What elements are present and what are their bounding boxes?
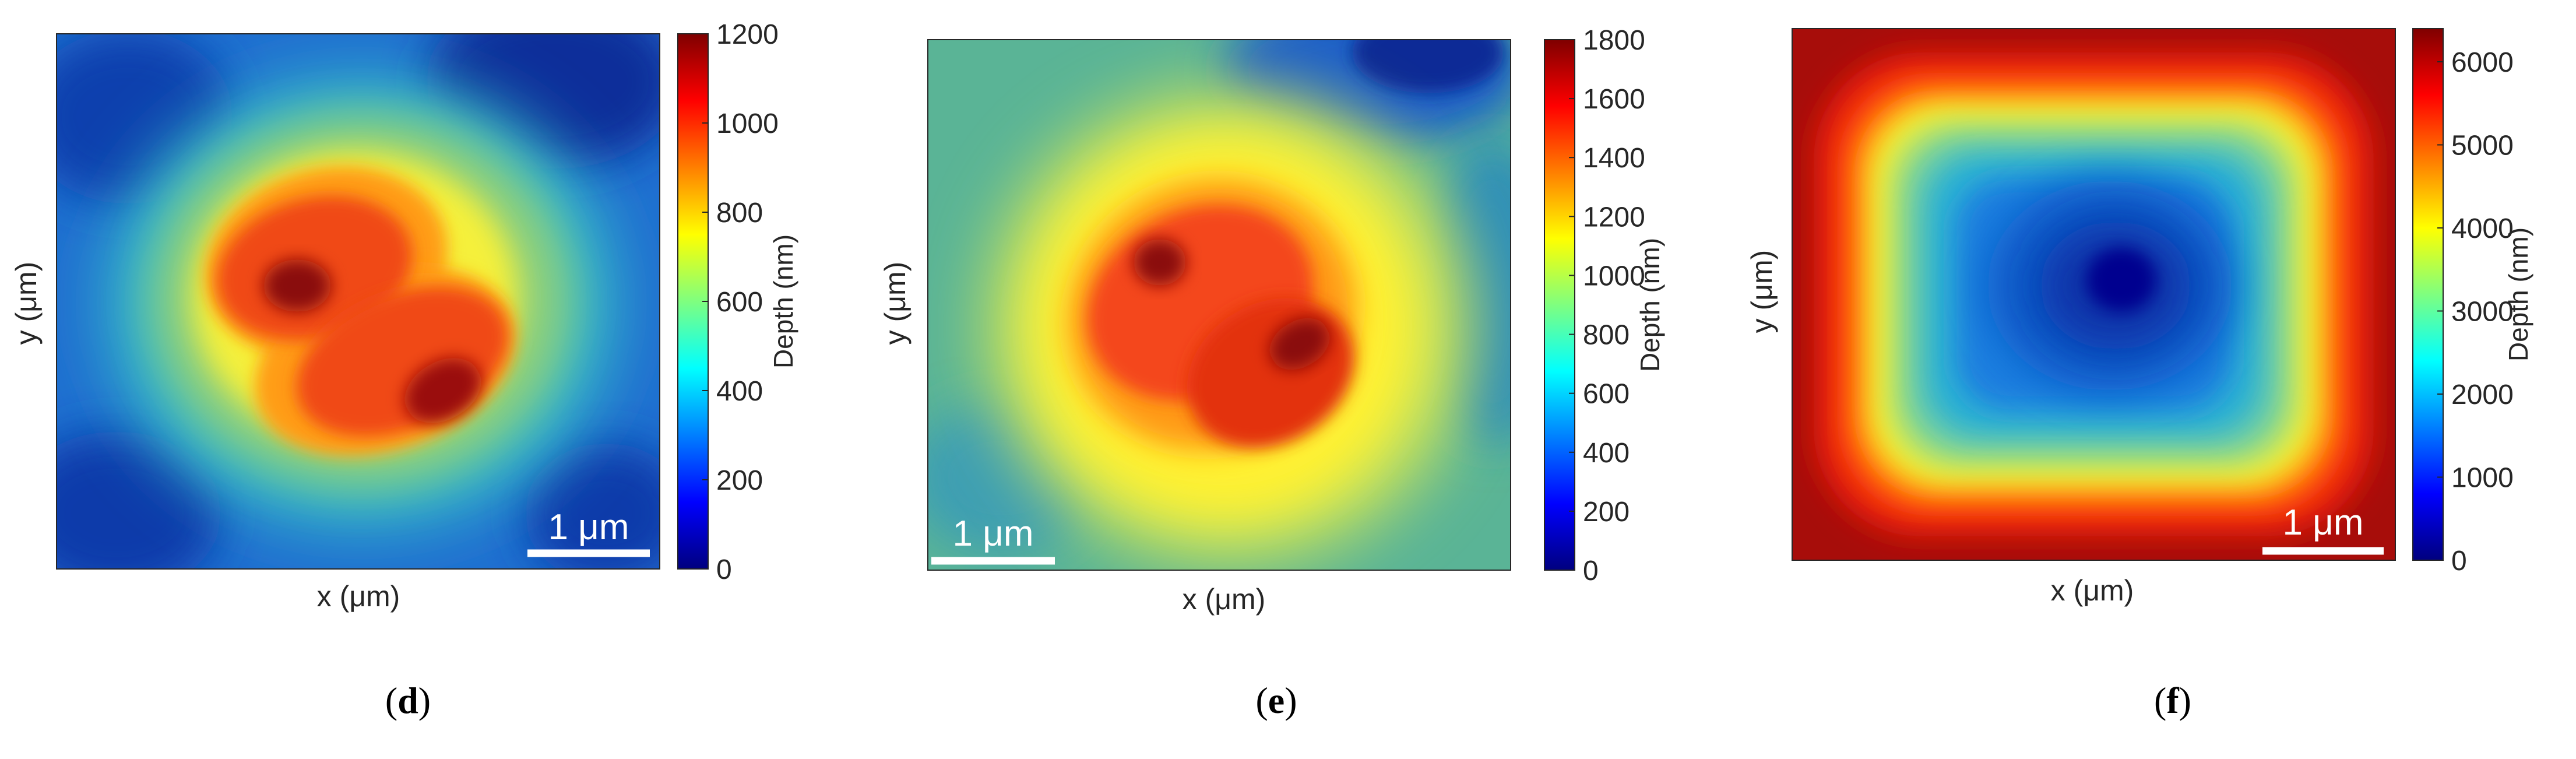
colorbar-tick-label-d: 200 [716,465,763,496]
colorbar-tick-label-d: 800 [716,198,763,229]
colorbar-tick-label-f: 3000 [2451,297,2514,328]
colorbar-tick-label-e: 400 [1583,438,1630,469]
colorbar-tick-label-d: 400 [716,376,763,407]
scale-bar-label-e: 1 μm [952,514,1033,554]
colorbar-tick-label-e: 1200 [1583,202,1645,233]
colorbar-tick-label-e: 1800 [1583,25,1645,56]
caption-d: (d) [385,680,431,721]
caption-f: (f) [2154,680,2191,721]
plot-frame-d [56,33,660,570]
colorbar-tick-label-f: 4000 [2451,213,2514,244]
scale-bar-label-f: 1 μm [2282,503,2363,543]
caption-e-letter: e [1268,680,1285,721]
colorbar-tick-label-e: 1400 [1583,143,1645,174]
heatmap-e [928,40,1511,570]
colorbar-tick-label-e: 600 [1583,379,1630,410]
colorbar-label-d: Depth (nm) [768,234,798,368]
caption-e: (e) [1255,680,1297,721]
colorbar-tick-label-d: 0 [716,554,732,585]
heatmap-d [57,34,660,569]
colorbar-tick-label-f: 5000 [2451,131,2514,161]
colorbar-tick-label-d: 1200 [716,19,779,50]
x-axis-label-d: x (μm) [317,580,400,613]
caption-d-letter: d [397,680,418,721]
plot-frame-f [1792,28,2396,561]
x-axis-label-f: x (μm) [2051,574,2134,607]
colorbar-tick-label-f: 1000 [2451,463,2514,494]
colorbar-tick-label-e: 200 [1583,497,1630,528]
heatmap-f [1792,29,2395,560]
colorbar-label-e: Depth (nm) [1635,238,1665,372]
colorbar-e [1544,39,1575,571]
colorbar-tick-label-e: 0 [1583,556,1599,586]
colorbar-f [2412,28,2444,561]
y-axis-label-d: y (μm) [10,262,43,345]
colorbar-tick-label-d: 600 [716,287,763,318]
scale-bar-label-d: 1 μm [548,507,629,547]
y-axis-label-e: y (μm) [879,262,912,345]
plot-frame-e [927,39,1511,571]
x-axis-label-e: x (μm) [1183,583,1266,616]
colorbar-tick-label-f: 0 [2451,546,2467,577]
colorbar-tick-label-e: 1000 [1583,261,1645,291]
y-axis-label-f: y (μm) [1746,250,1778,333]
colorbar-label-f: Depth (nm) [2503,227,2533,361]
colorbar-tick-label-d: 1000 [716,108,779,139]
colorbar-tick-label-e: 1600 [1583,84,1645,115]
colorbar-tick-label-e: 800 [1583,320,1630,351]
colorbar-tick-label-f: 2000 [2451,380,2514,410]
caption-f-letter: f [2166,680,2179,721]
colorbar-tick-label-f: 6000 [2451,47,2514,78]
